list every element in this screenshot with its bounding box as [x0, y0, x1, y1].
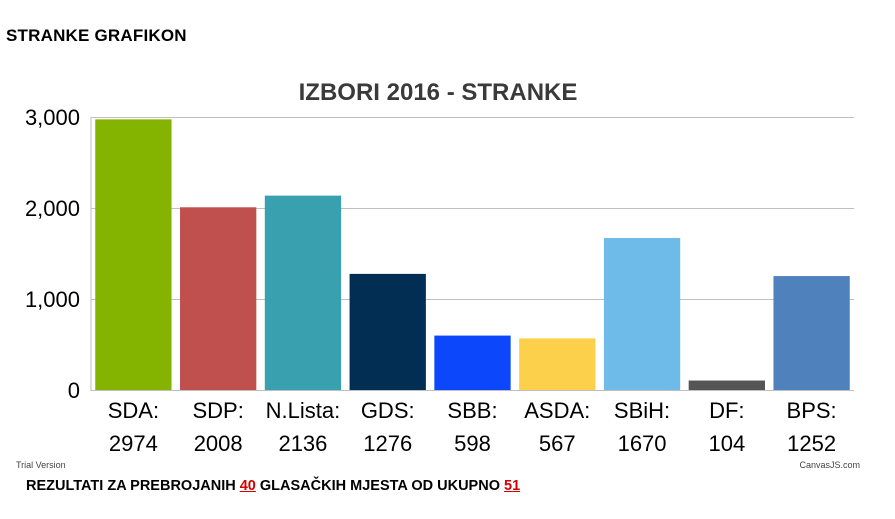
bars	[95, 119, 850, 390]
bar-sbih	[603, 238, 681, 390]
bar-value-label: 1670	[618, 431, 667, 456]
bar-sda	[95, 119, 172, 390]
x-tick-label: ASDA:	[524, 398, 590, 423]
chart-title: IZBORI 2016 - STRANKE	[299, 79, 578, 106]
x-tick-label: SBiH:	[614, 398, 670, 423]
y-tick-labels: 0 1,000 2,000 3,000	[25, 105, 80, 403]
bar-value-label: 104	[708, 431, 745, 456]
bar-value-label: 2008	[194, 431, 243, 456]
y-tick-label: 3,000	[25, 105, 80, 130]
axes	[90, 117, 854, 391]
bar-value-label: 567	[539, 431, 576, 456]
bar-value-label: 1276	[363, 431, 412, 456]
bar-nlista	[264, 195, 342, 390]
bar-sbb	[434, 335, 511, 390]
footer-text-1: REZULTATI ZA PREBROJANIH	[26, 478, 240, 494]
bar-value-label: 1252	[787, 431, 836, 456]
counted-stations-value: 40	[239, 478, 256, 494]
x-tick-label: GDS:	[361, 398, 415, 423]
y-tick-label: 2,000	[25, 196, 80, 221]
page-heading: STRANKE GRAFIKON	[6, 26, 187, 45]
bar-chart: IZBORI 2016 - STRANKE 0 1,000 2,000 3,000 S…	[16, 79, 860, 470]
watermark-left: Trial Version	[16, 460, 66, 470]
x-tick-label: N.Lista:	[266, 398, 341, 423]
bar-gds	[349, 273, 426, 390]
bar-df	[688, 380, 765, 390]
x-tick-label: BPS:	[787, 398, 837, 423]
x-tick-label: DF:	[709, 398, 744, 423]
x-tick-label: SDA:	[108, 398, 159, 423]
y-tick-label: 1,000	[25, 287, 80, 312]
results-footer: REZULTATI ZA PREBROJANIH 40 GLASAČKIH MJ…	[26, 478, 520, 494]
bar-bps	[773, 276, 850, 390]
x-tick-label: SDP:	[192, 398, 243, 423]
bar-value-label: 2974	[109, 431, 158, 456]
bar-value-label: 2136	[278, 431, 327, 456]
bar-sdp	[180, 207, 257, 390]
footer-text-2: GLASAČKIH MJESTA OD UKUPNO	[255, 478, 504, 494]
bar-value-label: 598	[454, 431, 491, 456]
y-tick-label: 0	[68, 378, 80, 403]
watermark-right: CanvasJS.com	[799, 460, 860, 470]
x-tick-labels: SDA: 2974 SDP: 2008 N.Lista: 2136 GDS: 1276 SBB:…	[108, 398, 837, 456]
total-stations-value: 51	[504, 478, 521, 494]
x-tick-label: SBB:	[447, 398, 497, 423]
bar-asda	[519, 338, 596, 390]
